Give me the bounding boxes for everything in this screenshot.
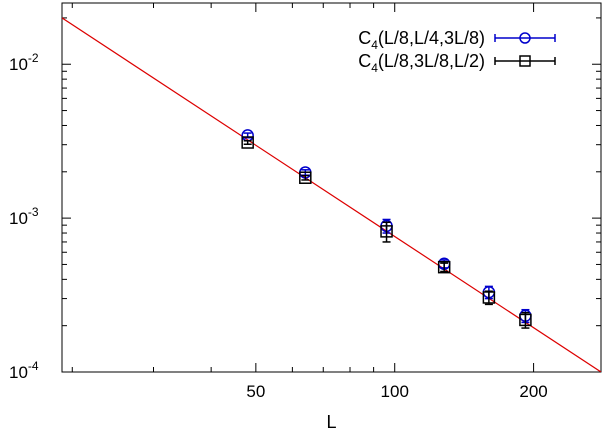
y-tick-label: 10-4 (9, 359, 39, 382)
legend: C4(L/8,L/4,3L/8)C4(L/8,3L/8,L/2) (358, 28, 556, 75)
data-point (299, 171, 312, 184)
legend-label: C4(L/8,L/4,3L/8) (358, 28, 485, 52)
data-point (241, 136, 254, 149)
y-tick-label: 10-3 (9, 205, 39, 228)
x-tick-label: 50 (246, 382, 265, 401)
y-tick-label: 10-2 (9, 51, 39, 74)
axes: 50 100 200 10-4 10-3 10-2 L (9, 2, 602, 432)
x-tick-label: 200 (519, 382, 547, 401)
data-point (482, 291, 496, 304)
legend-marker (519, 55, 531, 67)
plot-frame (61, 2, 602, 373)
series-2 (241, 136, 532, 329)
fit-line-layer (62, 17, 601, 372)
fit-line (62, 17, 601, 372)
data-point (380, 225, 393, 238)
legend-label: C4(L/8,3L/8,L/2) (358, 51, 485, 75)
data-point (437, 260, 451, 274)
data-layer (241, 129, 532, 329)
data-point (519, 313, 532, 327)
x-tick-label: 100 (381, 382, 409, 401)
x-axis-title: L (326, 412, 336, 432)
legend-marker (519, 32, 531, 44)
